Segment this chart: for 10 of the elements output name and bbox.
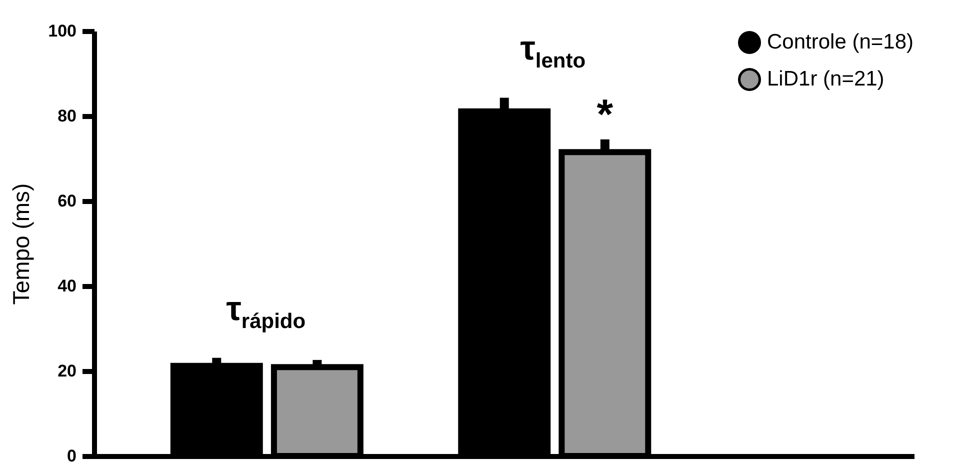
legend-label: LiD1r (n=21) bbox=[767, 68, 884, 90]
y-tick-label: 0 bbox=[67, 446, 76, 466]
y-tick-label: 60 bbox=[58, 192, 76, 210]
y-tick-label: 40 bbox=[58, 276, 76, 296]
y-tick-label: 80 bbox=[58, 106, 76, 126]
y-tick-label: 100 bbox=[48, 22, 76, 40]
legend-label: Controle (n=18) bbox=[767, 30, 914, 54]
y-axis-title: Tempo (ms) bbox=[8, 183, 34, 305]
annotation: * bbox=[596, 90, 614, 138]
y-tick-label: 20 bbox=[58, 362, 76, 380]
